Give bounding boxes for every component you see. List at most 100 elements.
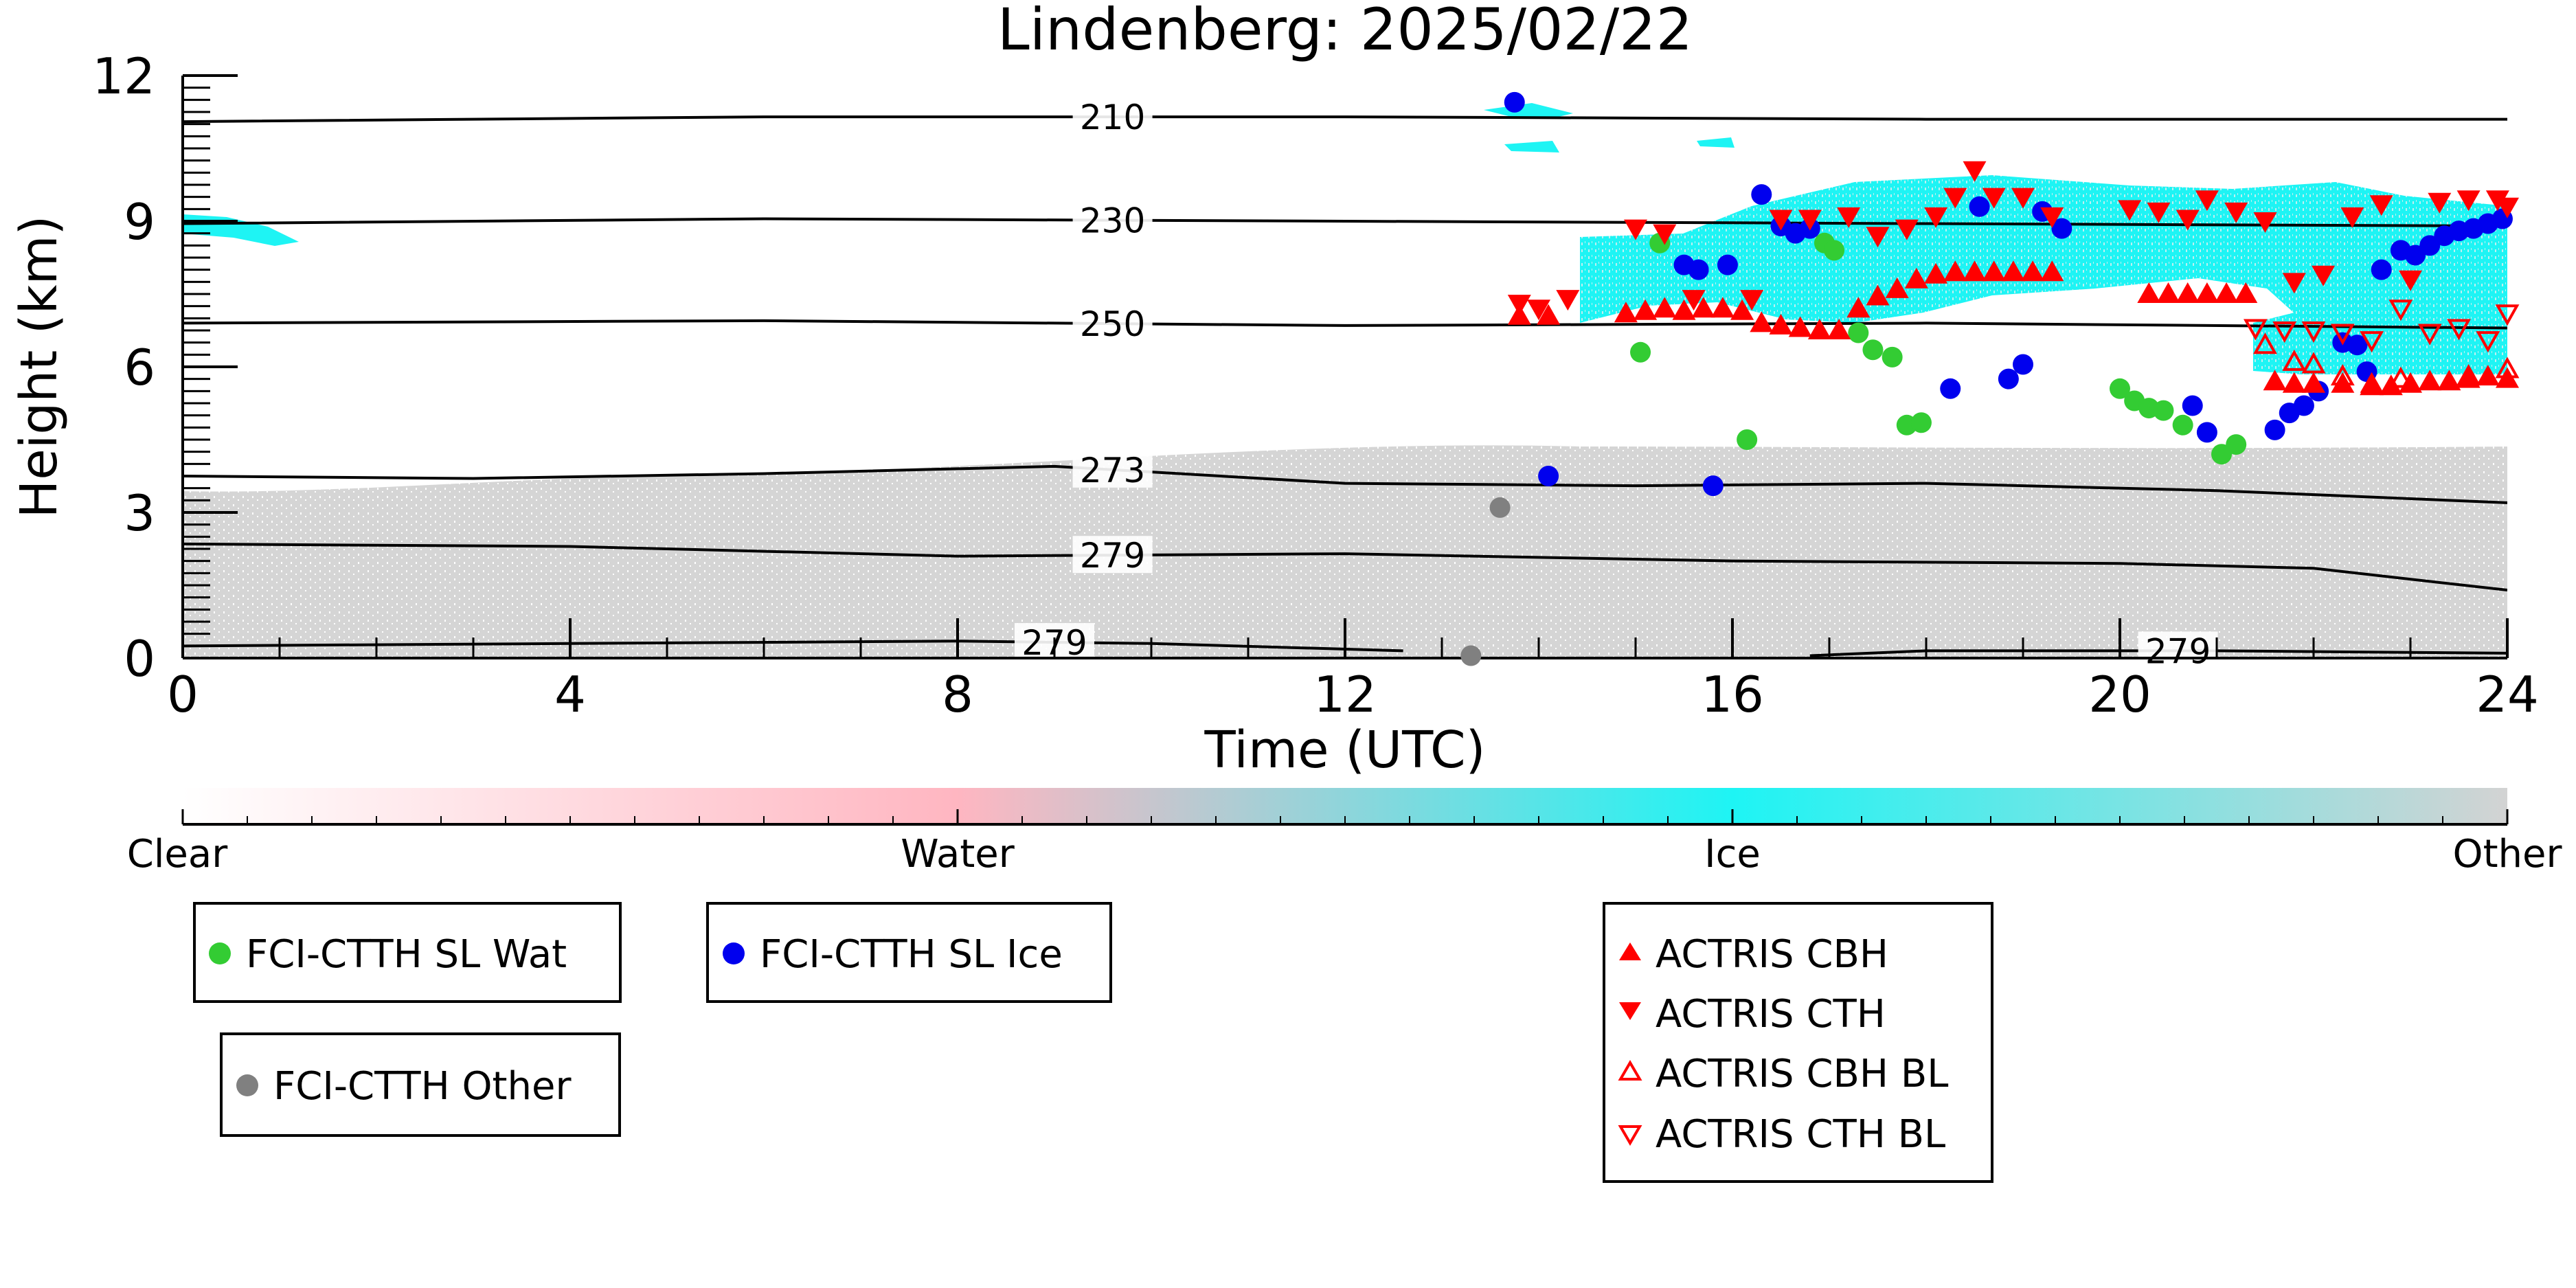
ice-cloud-lower (2253, 302, 2507, 374)
marker-actris-cth (1963, 161, 1987, 182)
marker-fci-ctth-sl-ice (1969, 196, 1990, 217)
marker-actris-cbh (1924, 262, 1948, 284)
marker-actris-cbh (1885, 277, 1909, 298)
y-tick-label: 6 (124, 339, 155, 396)
marker-actris-cbh-bl (2301, 352, 2326, 374)
marker-actris-cbh-bl (2282, 349, 2307, 371)
marker-fci-ctth-sl-ice (2293, 395, 2314, 416)
marker-actris-cbh (1710, 297, 1735, 318)
marker-actris-cbh (2282, 372, 2306, 393)
marker-fci-ctth-other (1460, 645, 1482, 666)
marker-actris-cth (1507, 295, 1531, 316)
marker-actris-cth (2224, 202, 2248, 223)
marker-actris-cth (1556, 290, 1580, 311)
colorbar-label-ice: Ice (1704, 832, 1761, 877)
marker-actris-cbh (2418, 370, 2442, 391)
marker-actris-cth (2456, 190, 2481, 212)
legend-label-sl-wat: FCI-CTTH SL Wat (246, 932, 567, 977)
y-tick-label: 9 (124, 193, 155, 251)
marker-actris-cth (2496, 197, 2519, 218)
x-tick-label: 24 (2476, 666, 2539, 723)
marker-actris-cbh (1788, 316, 1812, 337)
marker-actris-cbh (1537, 304, 1561, 325)
marker-fci-ctth-sl-ice (1751, 184, 1772, 205)
marker-fci-ctth-sl-wat (1910, 412, 1932, 433)
isotherm-label-bg (1072, 201, 1153, 238)
marker-actris-cth-bl (2360, 331, 2384, 353)
marker-fci-ctth-sl-wat (1862, 339, 1884, 361)
marker-actris-cth (2282, 273, 2306, 294)
y-tick-label: 12 (92, 47, 155, 105)
marker-actris-cth (2340, 207, 2364, 228)
marker-actris-cbh (1614, 302, 1638, 323)
marker-fci-ctth-sl-ice (2196, 422, 2217, 443)
marker-actris-cbh (1634, 299, 1658, 320)
marker-actris-cbh (1827, 319, 1851, 339)
marker-actris-cth (1837, 207, 1861, 228)
marker-actris-cbh (2137, 282, 2161, 303)
legend-box-actris: ACTRIS CBH ACTRIS CTH ACTRIS CBH BL ACTR… (1603, 902, 1993, 1183)
colorbar-label-other: Other (2452, 832, 2562, 877)
x-ticks: 0 4 8 12 16 20 24 (167, 618, 2539, 723)
marker-actris-cbh (1769, 313, 1793, 335)
marker-actris-cth (1740, 290, 1764, 311)
marker-actris-cth-bl (2417, 324, 2442, 346)
marker-fci-ctth-sl-wat (2110, 378, 2130, 399)
marker-actris-cth (2399, 270, 2422, 291)
isotherm-label-bg (1072, 304, 1153, 342)
marker-actris-cth (2040, 207, 2064, 228)
marker-fci-ctth-sl-wat (2211, 444, 2233, 465)
legend-box-sl-ice: FCI-CTTH SL Ice (706, 902, 1112, 1003)
marker-actris-cth (1982, 188, 2006, 209)
legend-marker-actris-cth-bl (1618, 1125, 1642, 1146)
isotherm-label: 279 (1080, 536, 1145, 576)
isotherm-label-bg (1072, 536, 1153, 574)
marker-actris-cth (1624, 219, 1647, 240)
marker-actris-cbh-bl (2388, 366, 2413, 388)
marker-actris-cbh (1672, 299, 1696, 320)
marker-actris-cbh-bl (2330, 364, 2355, 386)
marker-fci-ctth-sl-ice (2051, 218, 2072, 239)
y-tick-label: 0 (124, 630, 155, 688)
marker-actris-cth (2253, 212, 2277, 233)
marker-fci-ctth-other (1489, 497, 1511, 518)
marker-actris-cbh (2302, 372, 2325, 393)
isotherm-label: 250 (1080, 304, 1145, 344)
marker-actris-cth (2312, 265, 2336, 286)
legend-label-actris-cbh-bl: ACTRIS CBH BL (1656, 1052, 1948, 1096)
marker-actris-cbh (2156, 282, 2180, 303)
marker-actris-cth (1769, 210, 1793, 231)
legend-box-sl-wat: FCI-CTTH SL Wat (193, 902, 622, 1003)
marker-actris-cbh (1904, 267, 1928, 289)
legend-label-sl-ice: FCI-CTTH SL Ice (760, 932, 1063, 977)
marker-actris-cbh (2331, 372, 2355, 393)
y-minor-ticks (183, 87, 210, 647)
marker-actris-cbh (2021, 260, 2045, 282)
marker-actris-cbh (2215, 282, 2239, 303)
marker-actris-cbh-bl (2253, 332, 2277, 354)
marker-actris-cbh (1866, 284, 1890, 306)
marker-fci-ctth-sl-ice (2419, 235, 2441, 256)
other-field (183, 445, 2507, 658)
marker-actris-cbh-bl (2360, 374, 2384, 396)
marker-actris-cbh (2476, 365, 2500, 386)
legend-marker-other (236, 1074, 258, 1096)
colorbar-label-water: Water (901, 832, 1015, 877)
marker-fci-ctth-sl-wat (2153, 400, 2174, 421)
isotherm-line (183, 217, 2507, 228)
marker-fci-ctth-sl-wat (1630, 341, 1651, 363)
legend-label-actris-cth-bl: ACTRIS CTH BL (1656, 1112, 1945, 1157)
marker-actris-cbh (2040, 260, 2064, 282)
marker-actris-cth (1682, 290, 1706, 311)
marker-actris-cth-bl (2495, 304, 2520, 326)
marker-actris-cth (1924, 207, 1948, 228)
isotherm-line (183, 115, 2507, 124)
marker-fci-ctth-sl-ice (2371, 259, 2392, 280)
marker-fci-ctth-sl-ice (1702, 475, 1724, 497)
marker-fci-ctth-sl-ice (2013, 354, 2033, 375)
chart-title: Lindenberg: 2025/02/22 (997, 0, 1693, 63)
legend-label-other: FCI-CTTH Other (273, 1064, 572, 1109)
x-tick-label: 20 (2088, 666, 2151, 723)
isotherm-label-bg (1072, 98, 1153, 135)
